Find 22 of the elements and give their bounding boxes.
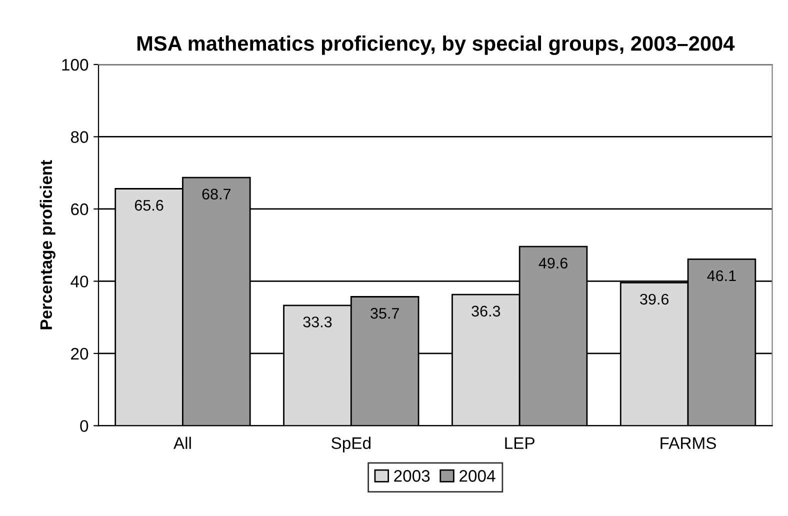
x-tick-label: FARMS	[660, 437, 716, 450]
data-label: 68.7	[202, 188, 231, 200]
data-label: 39.6	[640, 294, 669, 305]
data-label: 49.6	[538, 258, 568, 269]
data-label: 46.1	[707, 270, 736, 282]
y-tick-label: 100	[62, 58, 88, 71]
y-tick-label: 80	[70, 131, 88, 143]
data-label: 35.7	[370, 308, 399, 319]
y-tick-label: 20	[71, 348, 88, 360]
legend-label: 2004	[460, 470, 496, 482]
y-axis-title: Percentage proficient	[40, 160, 56, 330]
x-tick-label: SpEd	[332, 436, 370, 452]
x-tick-label: All	[173, 436, 191, 449]
data-label: 33.3	[303, 316, 332, 328]
y-tick-label: 40	[70, 276, 88, 288]
x-tick-label: LEP	[505, 437, 534, 449]
data-label: 36.3	[472, 306, 500, 317]
legend-label: 2003	[394, 470, 430, 482]
chart-title: MSA mathematics proficiency, by special groups, 2003–2004	[137, 36, 735, 56]
y-tick-label: 60	[71, 203, 88, 216]
data-label: 65.6	[134, 200, 164, 211]
y-tick-label: 0	[80, 420, 88, 432]
